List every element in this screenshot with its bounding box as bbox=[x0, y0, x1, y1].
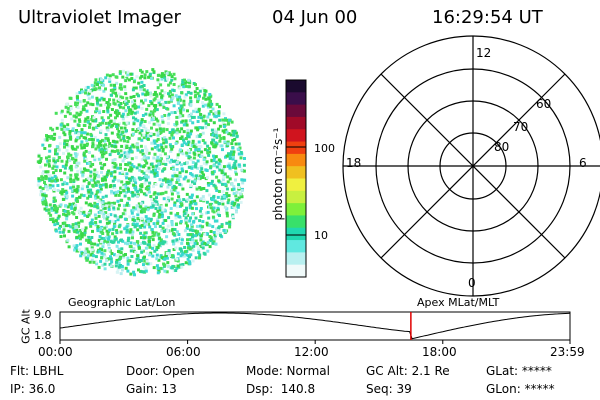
colorbar-segment bbox=[286, 153, 306, 167]
status-mode: Mode: Normal bbox=[246, 364, 330, 378]
colorbar-frame bbox=[285, 79, 307, 278]
colorbar bbox=[285, 79, 307, 278]
colorbar-segment bbox=[286, 252, 306, 266]
time-tick-1: 06:00 bbox=[166, 345, 201, 359]
date-label: 04 Jun 00 bbox=[272, 7, 358, 28]
lat-label-80: 80 bbox=[494, 140, 510, 154]
gc-alt-axis-label: GC Alt bbox=[19, 309, 33, 344]
colorbar-segment bbox=[286, 203, 306, 216]
time-tick-3: 18:00 bbox=[422, 345, 457, 359]
time-tick-2: 12:00 bbox=[294, 345, 329, 359]
polar-diagonal-2 bbox=[380, 73, 566, 259]
colorbar-segment bbox=[286, 227, 306, 241]
colorbar-tick-10: 10 bbox=[314, 229, 328, 242]
colorbar-segment bbox=[286, 190, 306, 204]
colorbar-tick-100: 100 bbox=[314, 142, 335, 155]
lat-label-70: 70 bbox=[513, 120, 529, 134]
colorbar-segment bbox=[286, 116, 306, 130]
time-tick-4: 23:59 bbox=[550, 345, 585, 359]
y-min-label: 1.8 bbox=[34, 329, 52, 342]
colorbar-segment bbox=[286, 104, 306, 118]
altitude-plot-frame bbox=[59, 311, 571, 341]
mlt-label-6: 6 bbox=[579, 156, 587, 170]
status-dsp: Dsp: 140.8 bbox=[246, 382, 316, 396]
lat-label-60: 60 bbox=[536, 97, 552, 111]
status-glat: GLat: ***** bbox=[486, 364, 552, 378]
colorbar-segment bbox=[286, 215, 306, 229]
colorbar-segment bbox=[286, 80, 306, 93]
status-door: Door: Open bbox=[126, 364, 195, 378]
status-seq: Seq: 39 bbox=[366, 382, 412, 396]
status-ip: IP: 36.0 bbox=[10, 382, 56, 396]
colorbar-segment bbox=[286, 264, 306, 278]
altitude-curve bbox=[59, 312, 571, 340]
time-label: 16:29:54 UT bbox=[432, 7, 543, 28]
apex-title: Apex MLat/MLT bbox=[417, 296, 500, 309]
instrument-title: Ultraviolet Imager bbox=[18, 7, 181, 28]
colorbar-segment bbox=[286, 92, 306, 106]
time-tick-0: 00:00 bbox=[38, 345, 73, 359]
colorbar-segment bbox=[286, 178, 306, 192]
status-glon: GLon: ***** bbox=[486, 382, 555, 396]
y-max-label: 9.0 bbox=[34, 308, 52, 321]
status-filter: Flt: LBHL bbox=[10, 364, 64, 378]
geographic-title: Geographic Lat/Lon bbox=[68, 296, 176, 309]
colorbar-segment bbox=[286, 129, 306, 143]
colorbar-segment bbox=[286, 166, 306, 179]
colorbar-segment bbox=[286, 141, 306, 155]
colorbar-segment bbox=[286, 240, 306, 253]
time-axis-ticks bbox=[59, 340, 571, 344]
mlt-label-18: 18 bbox=[346, 156, 362, 170]
colorbar-unit-label: photon cm⁻²s⁻¹ bbox=[271, 127, 285, 221]
auroral-image-disk bbox=[36, 68, 247, 277]
status-gain: Gain: 13 bbox=[126, 382, 177, 396]
status-gc-alt: GC Alt: 2.1 Re bbox=[366, 364, 450, 378]
mlt-label-12: 12 bbox=[476, 46, 492, 60]
mlt-label-0: 0 bbox=[468, 276, 476, 290]
polar-grid bbox=[342, 35, 600, 297]
